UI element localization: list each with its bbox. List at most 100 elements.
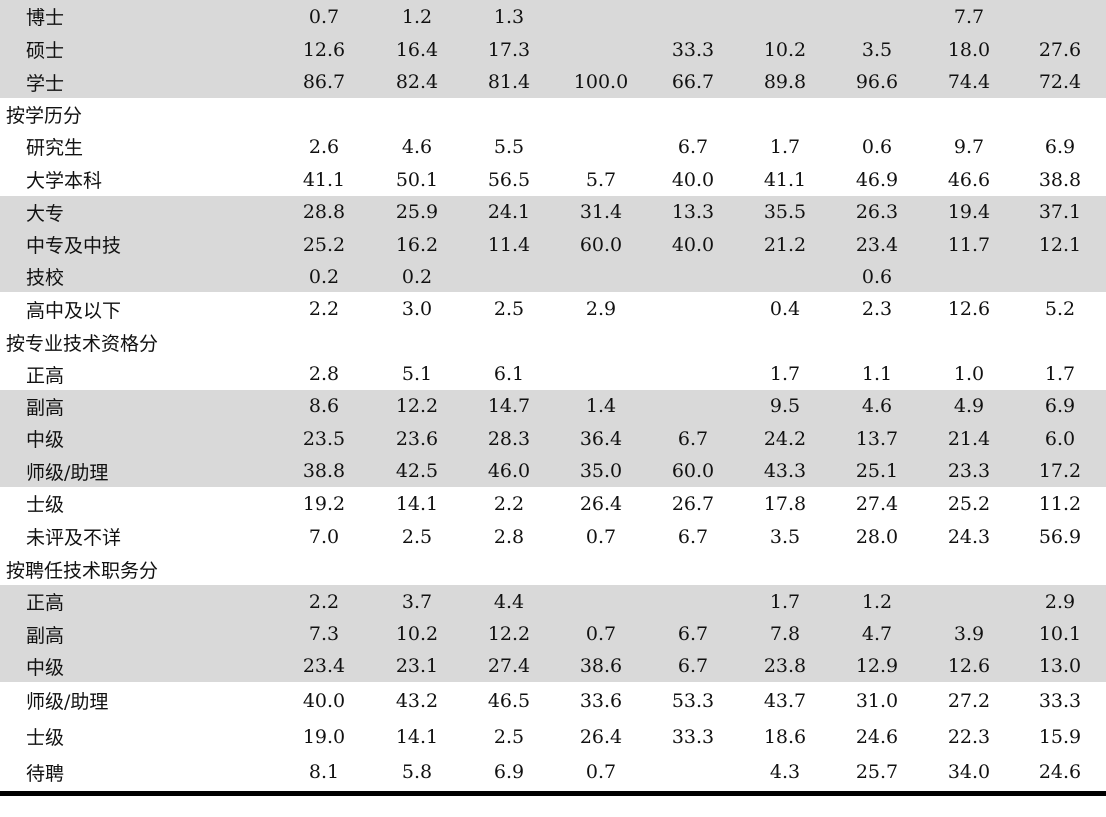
table-cell: 6.7	[677, 623, 709, 645]
row-label: 高中及以下	[26, 299, 122, 322]
table-cell: 14.1	[395, 725, 439, 748]
table-cell: 22.3	[947, 725, 991, 748]
table-row: 技校 0.2 0.2 0.6	[0, 261, 1106, 292]
row-label: 技校	[26, 267, 65, 289]
table-cell: 33.3	[671, 38, 715, 61]
table-cell: 56.5	[487, 168, 531, 191]
table-cell: 35.5	[763, 201, 807, 223]
table-cell: 23.4	[302, 655, 346, 677]
table-cell: 6.7	[677, 525, 709, 548]
table-cell: 24.6	[1038, 761, 1082, 783]
table-cell: 17.3	[487, 38, 531, 61]
table-cell: 5.2	[1044, 298, 1076, 320]
table-cell: 1.7	[1044, 363, 1076, 385]
table-cell: 14.1	[395, 492, 439, 515]
table-cell: 7.7	[953, 5, 985, 28]
table-cell: 33.6	[579, 689, 623, 712]
table-cell: 100.0	[573, 71, 629, 93]
table-cell: 3.0	[401, 298, 433, 320]
table-cell: 2.5	[401, 525, 433, 548]
table-cell: 3.5	[769, 525, 801, 548]
table-cell: 56.9	[1038, 525, 1082, 548]
table-cell: 2.5	[493, 725, 525, 748]
table-cell: 3.9	[953, 623, 985, 645]
table-cell: 26.4	[579, 492, 623, 515]
table-cell: 1.2	[861, 590, 893, 613]
table-row: 师级/助理 38.8 42.5 46.0 35.0 60.0 43.3 25.1 23.3 17.…	[0, 455, 1106, 487]
table-cell: 40.0	[671, 233, 715, 256]
table-row: 中级 23.5 23.6 28.3 36.4 6.7 24.2 13.7 21.4 6.0	[0, 422, 1106, 455]
table-cell: 2.9	[1044, 590, 1076, 613]
table-cell: 81.4	[487, 71, 531, 93]
table-cell: 2.2	[493, 492, 525, 515]
row-label: 硕士	[26, 40, 65, 62]
row-label: 待聘	[26, 762, 65, 785]
table-cell: 23.4	[855, 233, 899, 256]
table-cell: 4.4	[493, 590, 525, 613]
table-cell: 41.1	[763, 168, 807, 191]
table-cell	[745, 0, 825, 33]
table-cell: 0.6	[861, 265, 893, 288]
table-cell: 18.6	[763, 725, 807, 748]
table-cell: 4.7	[861, 623, 893, 645]
table-cell	[653, 358, 733, 390]
table-cell: 12.2	[487, 623, 531, 645]
table-cell	[1020, 0, 1100, 33]
table-row: 未评及不详 7.0 2.5 2.8 0.7 6.7 3.5 28.0 24.3 56.9	[0, 520, 1106, 553]
table-cell: 5.8	[401, 761, 433, 783]
table-cell: 27.4	[855, 492, 899, 515]
row-label: 正高	[26, 592, 65, 614]
table-cell	[745, 261, 825, 292]
table-cell: 11.7	[947, 233, 991, 256]
table-cell: 53.3	[671, 689, 715, 712]
table-cell: 2.2	[308, 590, 340, 613]
row-label: 士级	[26, 494, 65, 516]
table-cell: 23.1	[395, 655, 439, 677]
table-row: 中级 23.4 23.1 27.4 38.6 6.7 23.8 12.9 12.6 13.0	[0, 650, 1106, 682]
table-cell: 12.6	[947, 655, 991, 677]
table-cell: 24.2	[763, 427, 807, 450]
table-cell: 9.7	[953, 135, 985, 158]
table-cell: 6.0	[1044, 427, 1076, 450]
table-row: 大学本科 41.1 50.1 56.5 5.7 40.0 41.1 46.9 46.6 38.8	[0, 163, 1106, 196]
table-cell: 89.8	[763, 71, 807, 93]
table-cell: 19.4	[947, 201, 991, 223]
table-cell: 16.2	[395, 233, 439, 256]
table-cell: 2.8	[493, 525, 525, 548]
table-cell: 35.0	[579, 460, 623, 482]
table-cell: 24.1	[487, 201, 531, 223]
table-cell: 3.5	[861, 38, 893, 61]
table-cell: 96.6	[855, 71, 899, 93]
table-cell: 25.2	[302, 233, 346, 256]
row-label: 正高	[26, 364, 65, 387]
table-cell: 1.2	[401, 5, 433, 28]
table-cell: 1.3	[493, 5, 525, 28]
table-cell: 10.1	[1038, 623, 1082, 645]
row-label: 师级/助理	[26, 461, 109, 484]
table-cell: 40.0	[302, 689, 346, 712]
row-label: 中专及中技	[26, 235, 122, 257]
table-bottom-rule	[0, 791, 1106, 796]
table-cell: 31.0	[855, 689, 899, 712]
table-cell: 12.2	[395, 395, 439, 417]
row-label: 中级	[26, 656, 65, 679]
table-cell	[929, 261, 1009, 292]
table-cell: 13.3	[671, 201, 715, 223]
table-cell: 6.9	[1044, 395, 1076, 417]
table-cell	[653, 390, 733, 422]
table-cell: 1.0	[953, 363, 985, 385]
table-row: 博士 0.7 1.2 1.3 7.7	[0, 0, 1106, 33]
row-label: 中级	[26, 429, 65, 451]
table-cell: 15.9	[1038, 725, 1082, 748]
table-row: 副高 7.3 10.2 12.2 0.7 6.7 7.8 4.7 3.9 10.1	[0, 618, 1106, 650]
table-cell: 19.0	[302, 725, 346, 748]
table-cell: 31.4	[579, 201, 623, 223]
table-cell: 82.4	[395, 71, 439, 93]
table-cell	[1020, 261, 1100, 292]
table-cell: 13.7	[855, 427, 899, 450]
table-cell: 6.9	[493, 761, 525, 783]
table-row: 研究生 2.6 4.6 5.5 6.7 1.7 0.6 9.7 6.9	[0, 130, 1106, 163]
table-cell: 0.7	[585, 761, 617, 783]
table-cell: 6.1	[493, 363, 525, 385]
table-cell: 36.4	[579, 427, 623, 450]
